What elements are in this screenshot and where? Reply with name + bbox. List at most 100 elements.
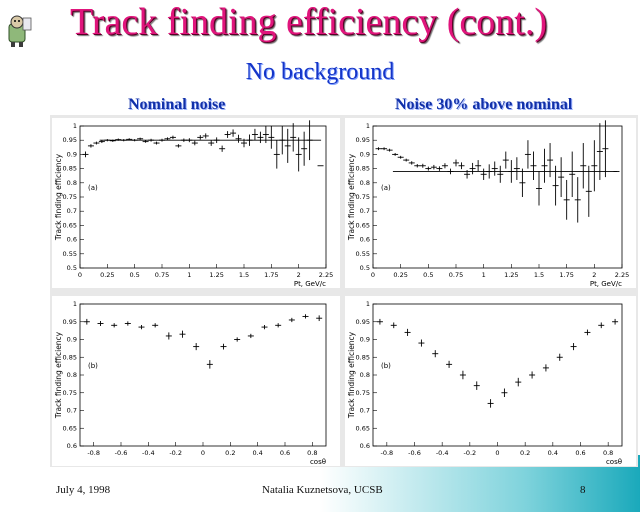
y-tick-label: 0.65: [63, 424, 77, 432]
y-tick-label: 0.65: [356, 221, 370, 229]
right-column-heading: Noise 30% above nominal: [395, 96, 573, 113]
y-axis-label: Track finding efficiency: [347, 331, 356, 419]
data-point: [487, 399, 494, 408]
x-tick-label: 0.5: [129, 271, 139, 279]
data-point: [97, 321, 104, 327]
x-tick-label: 1.5: [534, 271, 544, 279]
data-point: [169, 135, 176, 140]
x-tick-label: -0.2: [169, 449, 182, 457]
y-tick-label: 0.75: [63, 193, 77, 201]
left-column-heading: Nominal noise: [128, 96, 226, 113]
data-point: [142, 140, 149, 143]
data-point: [224, 131, 231, 138]
data-point: [262, 126, 269, 144]
y-tick-label: 0.6: [67, 236, 77, 244]
x-tick-label: 0.75: [155, 271, 169, 279]
footer-page-number: 8: [580, 484, 586, 496]
data-point: [612, 318, 619, 325]
slide-title: Track finding efficiency (cont.): [70, 1, 547, 43]
data-point: [257, 131, 264, 144]
data-point: [515, 377, 522, 387]
x-tick-label: -0.4: [436, 449, 449, 457]
data-point: [529, 371, 536, 379]
data-point: [316, 315, 323, 322]
y-tick-label: 0.65: [356, 424, 370, 432]
data-point: [234, 337, 241, 342]
y-tick-label: 0.95: [63, 136, 77, 144]
chart-cos-nominal-noise: -0.8 -0.6 -0.4 -0.2 0 0.2 0.4 0.6 0.8 0.6 0.65 0.7 0…: [54, 300, 327, 466]
y-tick-label: 0.5: [67, 264, 77, 272]
data-point: [574, 177, 581, 223]
data-point: [120, 139, 127, 142]
chart-panel-pt-high-noise: 0 0.25 0.5 0.75 1 1.25 1.5 1.75 2 2.25 0.5 0.55 0.6 0…: [345, 118, 636, 288]
y-tick-label: 0.55: [63, 250, 77, 258]
x-tick-label: 1: [187, 271, 191, 279]
data-point: [202, 133, 209, 139]
footer-date: July 4, 1998: [56, 484, 111, 496]
y-tick-label: 0.95: [356, 318, 370, 326]
data-point: [563, 179, 570, 220]
y-tick-label: 1: [73, 122, 77, 130]
y-tick-label: 0.8: [67, 179, 77, 187]
data-point: [446, 360, 453, 368]
panel-label: (b): [381, 362, 391, 370]
data-point: [552, 165, 559, 206]
data-point: [268, 126, 275, 149]
data-point: [87, 144, 94, 148]
panel-label: (a): [381, 184, 391, 192]
y-tick-label: 0.75: [356, 193, 370, 201]
data-point: [464, 170, 471, 179]
y-tick-label: 0.9: [67, 336, 77, 344]
x-tick-label: 1.75: [559, 271, 573, 279]
y-tick-label: 0.75: [356, 389, 370, 397]
y-tick-label: 0.7: [360, 407, 370, 415]
data-point: [165, 332, 172, 340]
x-tick-label: 0.6: [280, 449, 290, 457]
data-point: [164, 137, 171, 141]
data-point: [251, 128, 258, 141]
data-point: [530, 151, 537, 180]
data-point: [414, 164, 421, 168]
y-tick-label: 0.85: [63, 353, 77, 361]
x-tick-label: -0.8: [87, 449, 100, 457]
data-point: [220, 343, 227, 350]
data-point: [104, 139, 111, 142]
x-tick-label: 0.25: [100, 271, 114, 279]
panel-label: (a): [88, 184, 98, 192]
footer-author: Natalia Kuznetsova, UCSB: [262, 484, 383, 496]
data-point: [596, 123, 603, 180]
y-tick-label: 0.85: [356, 353, 370, 361]
data-point: [598, 322, 605, 329]
data-point: [98, 140, 105, 144]
data-point: [193, 343, 200, 351]
data-point: [93, 141, 100, 145]
data-point: [179, 330, 186, 338]
data-point: [290, 123, 297, 152]
data-point: [569, 151, 576, 197]
data-point: [547, 143, 554, 178]
data-point: [247, 333, 254, 339]
data-point: [275, 323, 282, 328]
y-tick-label: 0.95: [356, 136, 370, 144]
x-tick-label: 1.25: [209, 271, 223, 279]
y-tick-label: 0.5: [360, 264, 370, 272]
data-point: [502, 151, 509, 169]
data-point: [180, 138, 187, 142]
data-point: [447, 168, 454, 175]
data-point: [219, 145, 226, 152]
data-point: [459, 370, 466, 380]
x-tick-label: 0.2: [225, 449, 235, 457]
data-point: [418, 339, 425, 347]
data-point: [591, 140, 598, 192]
plot-frame: [372, 303, 623, 447]
data-point: [519, 168, 526, 197]
data-point: [111, 323, 118, 328]
data-point: [109, 139, 116, 142]
x-tick-label: 1: [482, 271, 486, 279]
y-tick-label: 0.95: [63, 318, 77, 326]
x-tick-label: 0.4: [548, 449, 558, 457]
data-point: [397, 155, 404, 159]
data-point: [570, 343, 577, 351]
data-point: [191, 140, 198, 146]
data-point: [197, 135, 204, 140]
